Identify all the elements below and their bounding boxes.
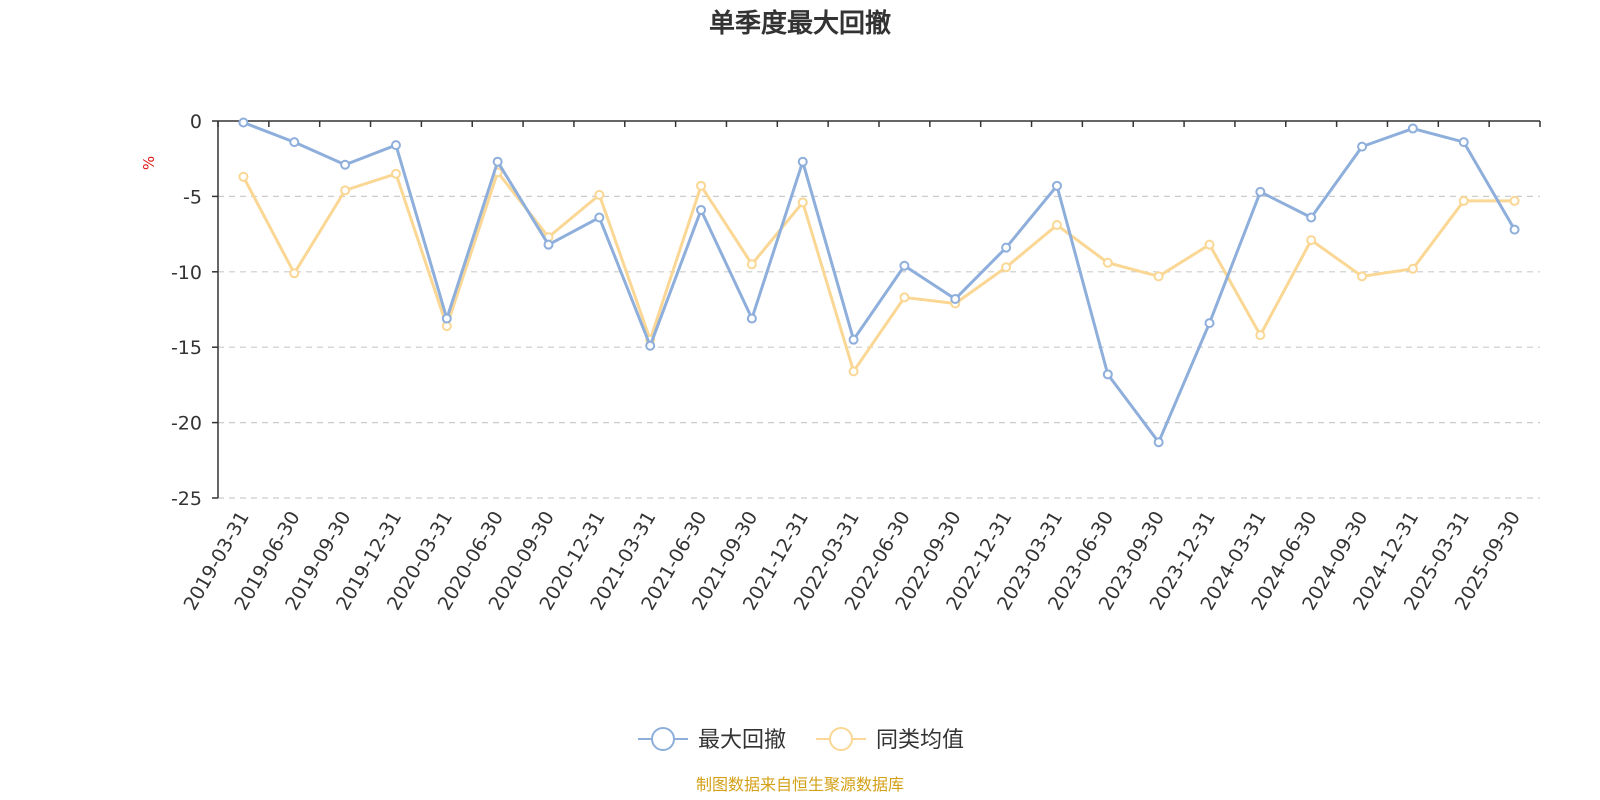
legend-label: 最大回撤 <box>698 728 786 753</box>
series-point <box>696 180 707 191</box>
series-point <box>1051 220 1062 231</box>
grid-lines <box>218 195 1540 499</box>
legend-item: 最大回撤 <box>638 727 786 753</box>
source-note: 制图数据来自恒生聚源数据库 <box>696 775 904 794</box>
series-point <box>1407 123 1418 134</box>
series-point <box>492 156 503 167</box>
series-point <box>797 156 808 167</box>
series-point <box>950 293 961 304</box>
series-point <box>594 212 605 223</box>
series-point <box>1153 271 1164 282</box>
series-point <box>289 137 300 148</box>
y-tick-label: 0 <box>190 111 202 133</box>
series-point <box>1153 437 1164 448</box>
series-point <box>899 292 910 303</box>
series-point <box>1051 180 1062 191</box>
chart-title: 单季度最大回撤 <box>709 8 891 39</box>
series-point <box>848 334 859 345</box>
series-layer <box>238 117 1520 448</box>
series-point <box>238 117 249 128</box>
series-point <box>899 260 910 271</box>
series-line <box>242 170 1515 373</box>
legend-marker <box>829 727 853 751</box>
series-point <box>797 197 808 208</box>
series-point <box>390 140 401 151</box>
series-point <box>543 239 554 250</box>
x-tick-labels: 2019-03-312019-06-302019-09-302019-12-31… <box>179 507 1524 614</box>
series-point <box>1255 330 1266 341</box>
legend-item: 同类均值 <box>816 727 964 753</box>
series-point <box>594 189 605 200</box>
series-point <box>1357 141 1368 152</box>
series-point <box>746 313 757 324</box>
series-point <box>1306 212 1317 223</box>
series-point <box>1357 271 1368 282</box>
y-tick-labels: 0 -5 -10 -15 -20 -25 <box>171 111 202 510</box>
legend: 最大回撤 同类均值 <box>638 727 964 753</box>
y-tick-label: -10 <box>171 262 202 284</box>
series-point <box>1509 195 1520 206</box>
series-point <box>1102 257 1113 268</box>
series-point <box>696 204 707 215</box>
series-point <box>645 340 656 351</box>
y-tick-label: -15 <box>171 337 202 359</box>
y-tick-label: -5 <box>183 186 202 208</box>
series-point <box>441 313 452 324</box>
series-point <box>848 366 859 377</box>
axes <box>212 120 1541 499</box>
series-point <box>1204 318 1215 329</box>
series-line <box>242 121 1516 444</box>
series-point <box>746 259 757 270</box>
series-point <box>1509 224 1520 235</box>
series-point <box>1458 137 1469 148</box>
series-point <box>1306 235 1317 246</box>
series-point <box>1102 369 1113 380</box>
series-point <box>340 185 351 196</box>
y-tick-label: -20 <box>171 413 202 435</box>
series-point <box>1458 195 1469 206</box>
series-point <box>340 159 351 170</box>
y-axis-unit: % <box>140 156 158 170</box>
legend-marker <box>651 727 675 751</box>
series-point <box>1001 242 1012 253</box>
series-point <box>1001 262 1012 273</box>
series-point <box>390 168 401 179</box>
series-point <box>289 268 300 279</box>
y-tick-label: -25 <box>171 488 202 510</box>
legend-label: 同类均值 <box>876 728 964 753</box>
series-point <box>1407 263 1418 274</box>
series-point <box>238 171 249 182</box>
series-point <box>1255 186 1266 197</box>
series-point <box>1204 239 1215 250</box>
